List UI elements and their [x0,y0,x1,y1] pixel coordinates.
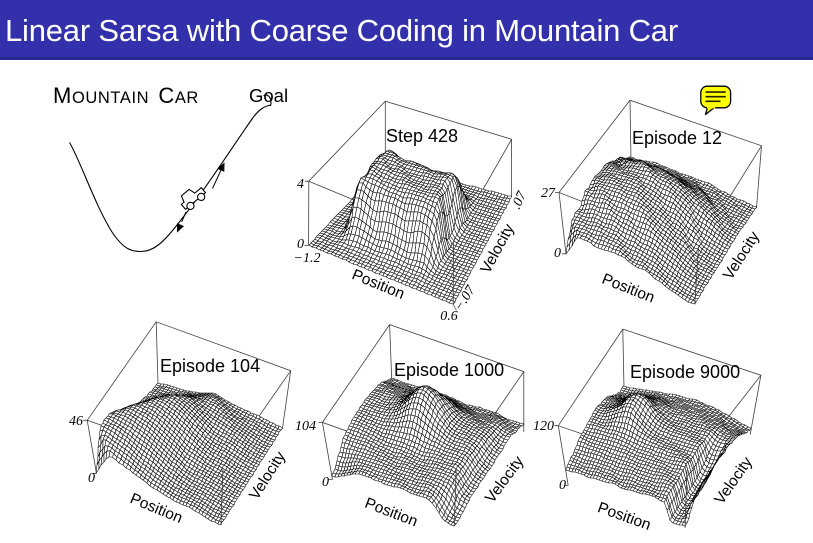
svg-text:−1.2: −1.2 [294,251,321,266]
svg-text:Episode 12: Episode 12 [632,128,722,148]
svg-text:Episode 1000: Episode 1000 [394,360,504,380]
svg-text:4: 4 [297,177,304,192]
svg-text:Velocity: Velocity [711,454,756,508]
svg-text:120: 120 [533,419,554,434]
svg-text:Episode 104: Episode 104 [160,356,260,376]
svg-text:0: 0 [88,471,95,486]
svg-text:Step 428: Step 428 [386,126,458,146]
svg-text:46: 46 [69,414,83,429]
svg-text:Position: Position [362,495,420,531]
svg-text:Position: Position [595,499,653,534]
svg-text:104: 104 [295,419,316,434]
svg-text:0: 0 [554,246,561,261]
svg-text:27: 27 [541,186,556,201]
svg-text:0: 0 [297,237,304,252]
svg-text:0: 0 [559,478,566,493]
svg-text:Position: Position [599,271,657,307]
svg-text:0: 0 [322,475,329,490]
svg-text:.07: .07 [509,189,530,212]
svg-text:Episode 9000: Episode 9000 [630,362,740,382]
svg-text:0.6: 0.6 [440,309,458,324]
